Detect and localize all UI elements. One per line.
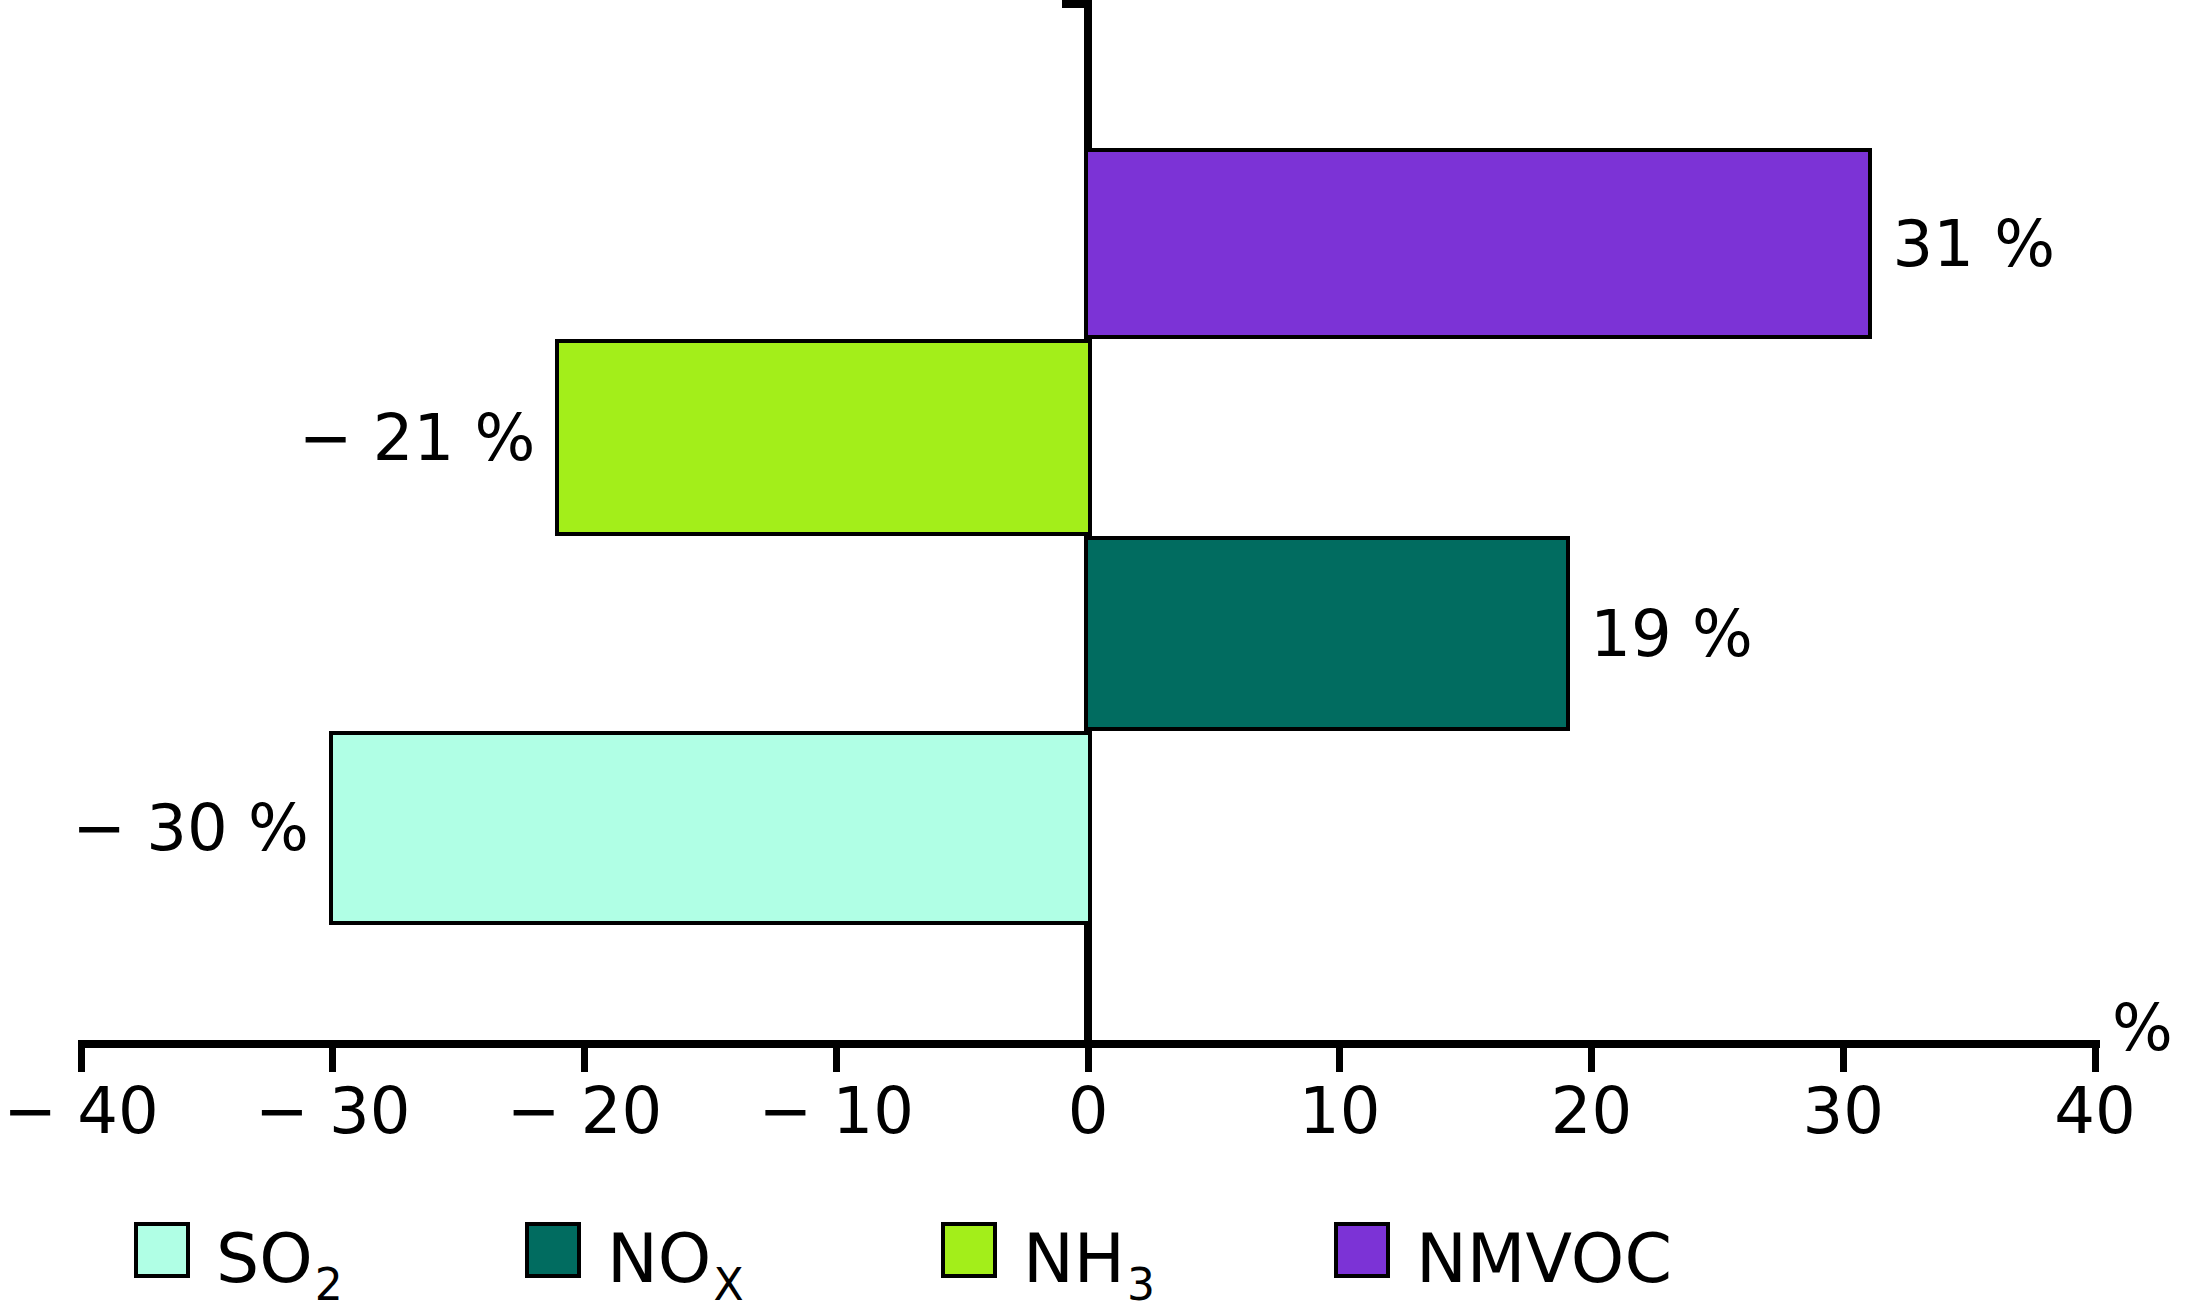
x-tick-mark--20 [581,1048,588,1072]
x-tick-mark-30 [1840,1048,1847,1072]
bar-chart: 31 % − 21 % 19 % − 30 % − 40− 30− 20− 10010… [0,0,2189,1308]
x-tick-mark-40 [2092,1048,2099,1072]
x-tick-mark-20 [1588,1048,1595,1072]
x-tick-label-20: 20 [1472,1076,1712,1146]
x-tick-mark-0 [1085,1048,1092,1072]
y-axis-top-tick [1062,0,1092,8]
x-tick-label-40: 40 [1975,1076,2189,1146]
bar-value-label-so2: − 30 % [72,796,309,860]
x-tick-label--10: − 10 [716,1076,956,1146]
x-axis-line [78,1040,2100,1048]
x-tick-label--30: − 30 [213,1076,453,1146]
x-tick-label--40: − 40 [0,1076,201,1146]
legend-swatch-nmvoc [1334,1222,1390,1278]
legend-swatch-so2 [134,1222,190,1278]
x-tick-mark--10 [833,1048,840,1072]
x-tick-label--20: − 20 [465,1076,705,1146]
x-tick-label-30: 30 [1723,1076,1963,1146]
bar-nh3 [555,339,1092,536]
legend-label-nh3: NH3 [1023,1225,1155,1293]
bar-so2 [329,731,1092,925]
x-tick-label-0: 0 [968,1076,1208,1146]
bar-value-label-nmvoc: 31 % [1892,212,2055,276]
legend-swatch-nh3 [941,1222,997,1278]
axis-unit-label: % [2112,996,2173,1060]
bar-value-label-nox: 19 % [1590,602,1753,666]
bar-nox [1084,536,1570,731]
bar-value-label-nh3: − 21 % [299,406,536,470]
x-tick-mark--30 [329,1048,336,1072]
legend-swatch-nox [525,1222,581,1278]
legend-label-so2: SO2 [216,1225,343,1293]
x-tick-mark-10 [1336,1048,1343,1072]
legend-label-nox: NOX [607,1225,744,1293]
x-tick-label-10: 10 [1220,1076,1460,1146]
legend-label-nmvoc: NMVOC [1416,1225,1672,1293]
bar-nmvoc [1084,148,1872,339]
x-tick-mark--40 [78,1048,85,1072]
